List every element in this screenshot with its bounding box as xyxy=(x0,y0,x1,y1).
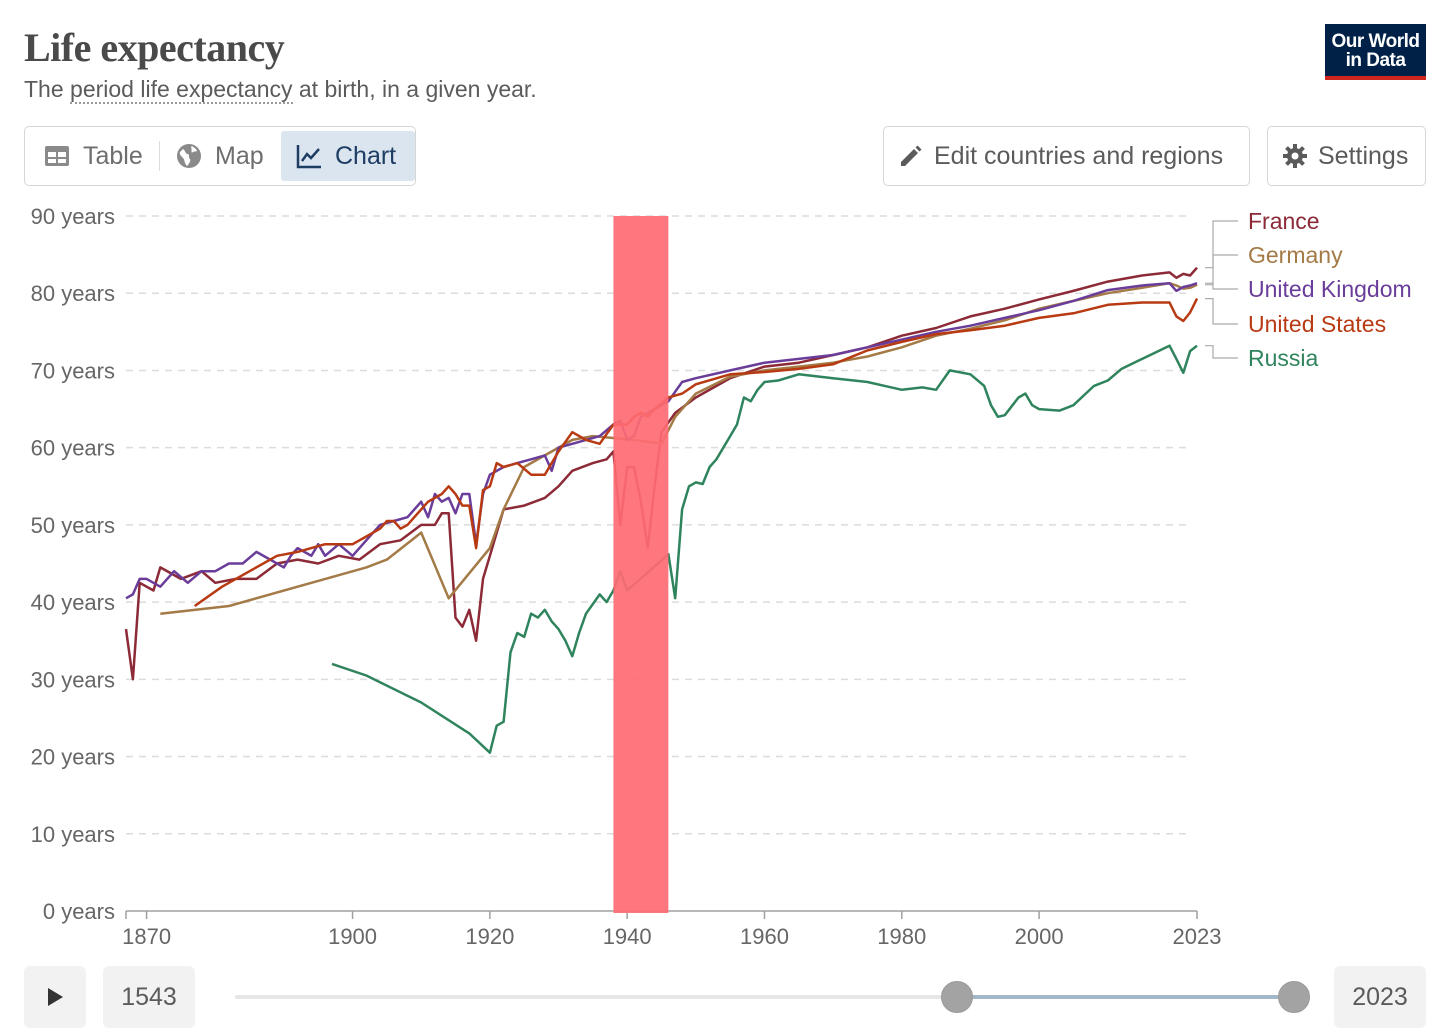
chart-title: Life expectancy xyxy=(24,25,285,70)
y-tick-label: 20 years xyxy=(31,745,115,770)
tab-divider xyxy=(159,141,160,171)
edit-countries-button[interactable]: Edit countries and regions xyxy=(883,126,1250,186)
x-tick-label: 1960 xyxy=(740,924,789,949)
tab-map[interactable]: Map xyxy=(161,131,279,181)
settings-button[interactable]: Settings xyxy=(1267,126,1426,186)
x-tick-label: 1980 xyxy=(877,924,926,949)
y-tick-label: 50 years xyxy=(31,513,115,538)
our-world-in-data-logo[interactable]: Our World in Data xyxy=(1325,24,1426,80)
x-tick-label: 2000 xyxy=(1015,924,1064,949)
y-tick-label: 10 years xyxy=(31,822,115,847)
line-chart-icon xyxy=(295,142,323,170)
x-tick-label: 1870 xyxy=(122,924,171,949)
x-tick-label: 1900 xyxy=(328,924,377,949)
legend-connector-france xyxy=(1205,220,1238,269)
view-tabs: Table Map Chart xyxy=(24,126,416,186)
period-life-expectancy-link[interactable]: period life expectancy xyxy=(70,76,293,104)
series-line-france[interactable] xyxy=(124,266,1198,681)
legend-connector-united-states xyxy=(1205,297,1238,325)
gear-icon xyxy=(1282,143,1308,169)
timeline-end-handle[interactable] xyxy=(1278,981,1310,1013)
series-line-united-kingdom[interactable] xyxy=(125,281,1198,600)
x-tick-label: 1940 xyxy=(603,924,652,949)
legend-label-germany: Germany xyxy=(1248,242,1343,268)
series-line-united-states[interactable] xyxy=(193,298,1199,608)
highlight-band xyxy=(613,216,669,913)
play-button[interactable] xyxy=(24,966,86,1028)
legend-label-russia: Russia xyxy=(1248,345,1319,371)
tab-table[interactable]: Table xyxy=(29,131,157,181)
timeline-selected-range xyxy=(957,995,1294,999)
y-tick-label: 70 years xyxy=(31,358,115,383)
legend-connector-united-kingdom xyxy=(1205,282,1238,290)
tab-chart[interactable]: Chart xyxy=(281,131,415,181)
play-icon xyxy=(48,988,63,1006)
life-expectancy-chart[interactable]: 0 years 10 years 20 years 30 years 40 years 5… xyxy=(0,200,1450,950)
pencil-icon xyxy=(898,143,924,169)
y-tick-label: 80 years xyxy=(31,281,115,306)
x-tick-label: 1920 xyxy=(465,924,514,949)
timeline-track[interactable] xyxy=(235,995,1295,999)
globe-icon xyxy=(175,142,203,170)
series-line-russia[interactable] xyxy=(331,344,1198,754)
x-tick-label: 2023 xyxy=(1173,924,1222,949)
legend-connector-russia xyxy=(1205,345,1238,359)
table-icon xyxy=(43,142,71,170)
y-tick-label: 90 years xyxy=(31,204,115,229)
timeline-start-handle[interactable] xyxy=(941,981,973,1013)
timeline-start-year[interactable]: 1543 xyxy=(103,966,195,1028)
y-tick-label: 40 years xyxy=(31,590,115,615)
y-tick-label: 30 years xyxy=(31,667,115,692)
chart-subtitle: The period life expectancy at birth, in … xyxy=(24,76,537,104)
legend-label-united-kingdom: United Kingdom xyxy=(1248,276,1412,302)
y-tick-label: 60 years xyxy=(31,436,115,461)
y-tick-label: 0 years xyxy=(43,899,115,924)
legend-label-united-states: United States xyxy=(1248,311,1386,337)
legend-label-france: France xyxy=(1248,208,1320,234)
timeline-end-year[interactable]: 2023 xyxy=(1334,966,1426,1028)
legend-connector-germany xyxy=(1205,254,1238,286)
